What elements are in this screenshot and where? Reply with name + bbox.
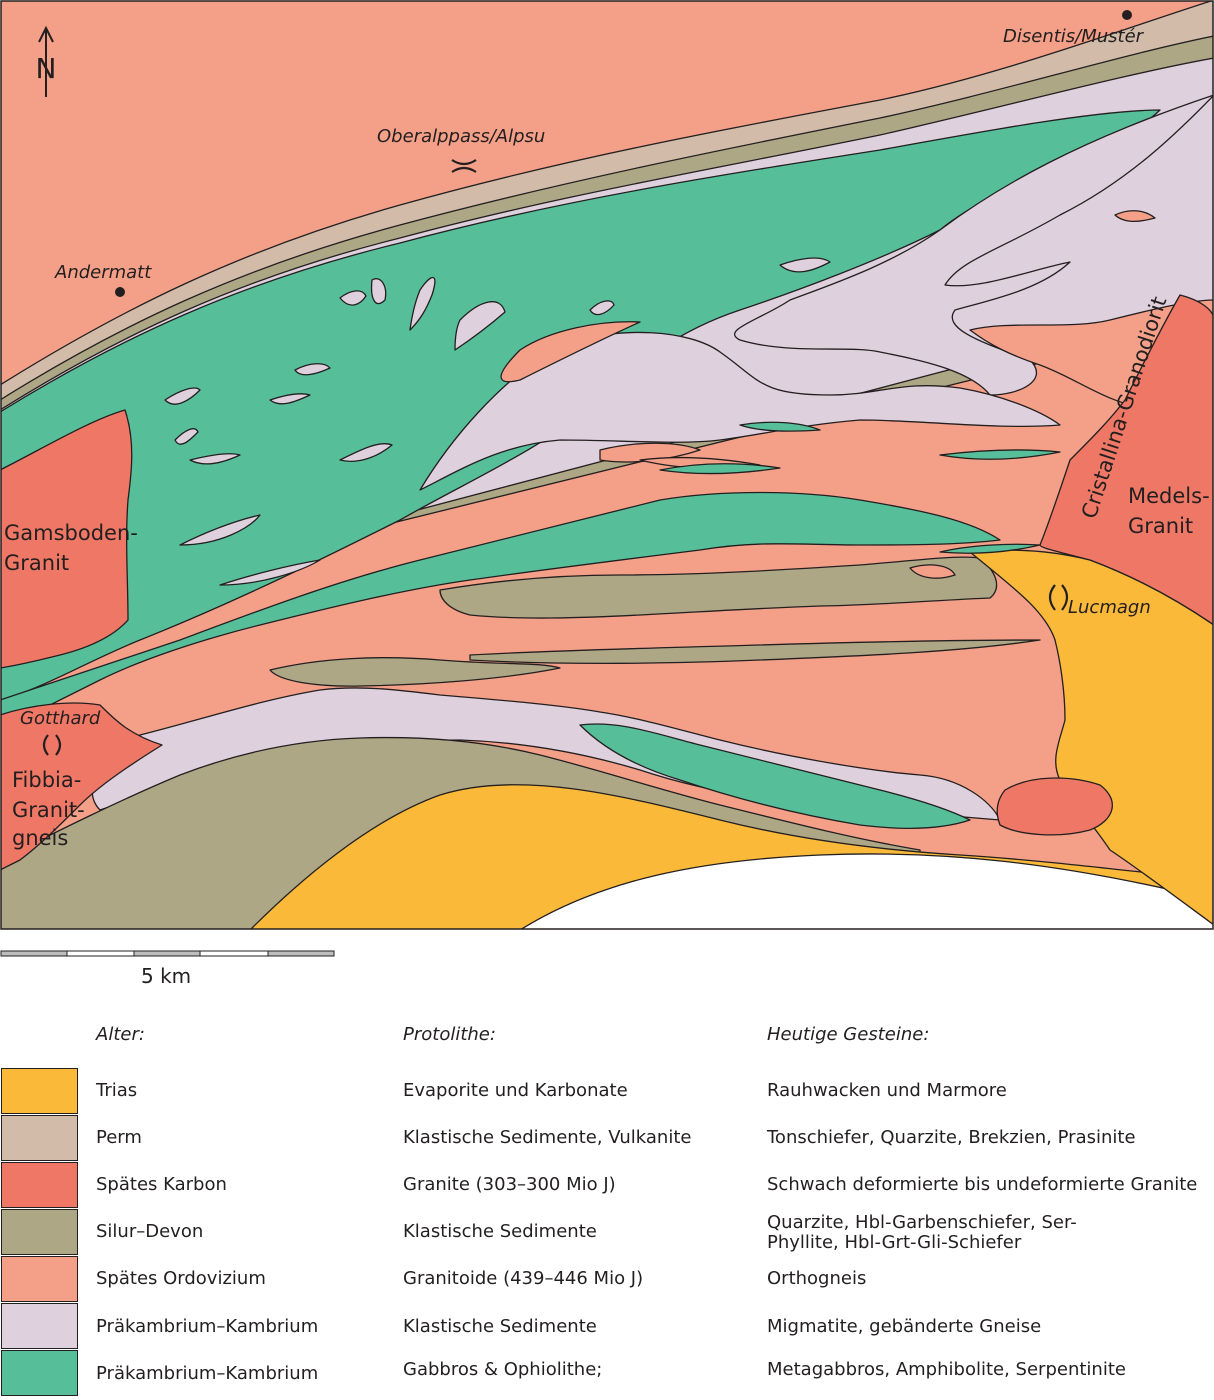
map-frame [0,0,1214,930]
unit-silur-lens [269,657,561,687]
legend-protolith: Evaporite und Karbonate [403,1080,628,1101]
disentis-marker [1122,10,1132,20]
legend-protolith: Klastische Sedimente [403,1316,597,1337]
legend-row-kambrium-gabbro: Präkambrium–Kambrium Gabbros & Ophiolith… [0,1350,1214,1397]
legend-age: Trias [96,1080,138,1101]
legend-header-protolith: Protolithe: [403,1024,496,1045]
legend-row-perm: Perm Klastische Sedimente, Vulkanite Ton… [0,1115,1214,1162]
unit-kambrium-gabbro-southstrip [579,723,971,829]
legend-swatch-karbon [1,1162,78,1208]
legend-row-karbon: Spätes Karbon Granite (303–300 Mio J) Sc… [0,1162,1214,1209]
legend-age: Präkambrium–Kambrium [96,1316,319,1337]
unit-kambrium-klastisch-ne [733,94,1213,396]
place-gotthard: Gotthard [20,708,101,729]
lenses-kambrium-klastisch [164,257,831,586]
legend-swatch-kambrium-klastisch [1,1303,78,1349]
legend-row-trias: Trias Evaporite und Karbonate Rauhwacken… [0,1068,1214,1115]
place-disentis: Disentis/Mustér [1003,26,1145,47]
unit-karbon-gamsboden [1,409,133,669]
legend-protolith: Klastische Sedimente, Vulkanite [403,1127,692,1148]
legend-age: Silur–Devon [96,1221,204,1242]
place-lucmagn: Lucmagn [1068,597,1151,618]
unit-kambrium-klastisch-central [419,331,1061,491]
legend-rock: Metagabbros, Amphibolite, Serpentinite [767,1359,1126,1380]
legend-header-rock: Heutige Gesteine: [767,1024,930,1045]
legend-swatch-ordovizium [1,1256,78,1302]
legend-age: Spätes Karbon [96,1174,227,1195]
legend-row-kambrium-klastisch: Präkambrium–Kambrium Klastische Sediment… [0,1303,1214,1350]
unit-kambrium-gabbro-south [1,491,1001,731]
legend-rock: Quarzite, Hbl-Garbenschiefer, Ser-Phylli… [767,1212,1077,1253]
legend-rock: Orthogneis [767,1268,867,1289]
label-fibbia-1: Fibbia- [12,768,81,792]
scale-label: 5 km [141,964,192,988]
legend-swatch-silur [1,1209,78,1255]
legend-swatch-perm [1,1115,78,1161]
label-fibbia-2: Granit- [12,798,85,822]
legend-swatch-trias [1,1068,78,1114]
legend-swatch-kambrium-gabbro [1,1350,78,1396]
lenses-kambrium-gabbro [659,421,1061,554]
label-medels-1: Medels- [1128,484,1210,508]
unit-white-window [520,853,1213,929]
legend-row-ordovizium: Spätes Ordovizium Granitoide (439–446 Mi… [0,1256,1214,1303]
oberalppass-pass-icon [451,159,477,173]
legend-protolith: Gabbros & Ophiolithe; [403,1359,603,1380]
lenses-ordovizium [500,210,1156,579]
label-gamsboden-1: Gamsboden- [4,521,138,545]
legend-rock: Rauhwacken und Marmore [767,1080,1007,1101]
gotthard-pass-icon [42,734,62,756]
legend-age: Perm [96,1127,142,1148]
place-andermatt: Andermatt [54,262,152,283]
legend-protolith: Granite (303–300 Mio J) [403,1174,616,1195]
label-medels-2: Granit [1128,514,1193,538]
geological-map: N Andermatt Oberalppass/Alpsu Disentis/M… [0,0,1214,957]
unit-karbon-lens [996,777,1113,836]
legend-age: Spätes Ordovizium [96,1268,266,1289]
unit-silur-mid [439,556,998,619]
legend-protolith: Granitoide (439–446 Mio J) [403,1268,644,1289]
north-symbol: N [36,52,57,85]
legend-rock: Schwach deformierte bis undeformierte Gr… [767,1174,1198,1195]
unit-silur-strip [469,639,1041,665]
lucmagn-pass-icon [1048,584,1069,611]
scale-bar [0,950,335,957]
north-arrow-icon [38,25,54,97]
label-fibbia-3: gneis [12,826,68,850]
legend-row-silur: Silur–Devon Klastische Sedimente Quarzit… [0,1209,1214,1256]
place-oberalppass: Oberalppass/Alpsu [377,126,545,147]
legend-rock: Migmatite, gebänderte Gneise [767,1316,1042,1337]
legend-header-age: Alter: [96,1024,145,1045]
unit-karbon-fibbia [1,702,163,871]
andermatt-marker [115,287,125,297]
legend-age: Präkambrium–Kambrium [96,1363,319,1384]
legend-protolith: Klastische Sedimente [403,1221,597,1242]
label-gamsboden-2: Granit [4,551,69,575]
legend-rock: Tonschiefer, Quarzite, Brekzien, Prasini… [767,1127,1136,1148]
